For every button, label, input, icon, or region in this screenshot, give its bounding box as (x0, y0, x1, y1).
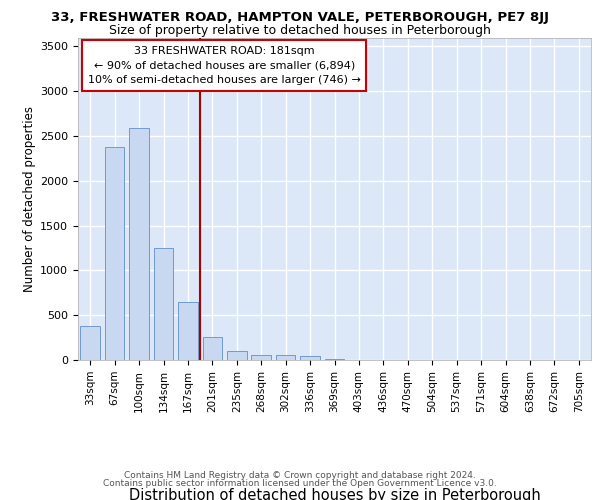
Bar (130, 128, 149, 360)
Bar (227, 351, 247, 360)
Bar (276, 355, 295, 360)
Bar (203, 336, 222, 360)
Text: Contains HM Land Registry data © Crown copyright and database right 2024.: Contains HM Land Registry data © Crown c… (124, 471, 476, 480)
Bar (325, 358, 344, 360)
Bar (178, 302, 198, 360)
Text: Size of property relative to detached houses in Peterborough: Size of property relative to detached ho… (109, 24, 491, 37)
Text: 33, FRESHWATER ROAD, HAMPTON VALE, PETERBOROUGH, PE7 8JJ: 33, FRESHWATER ROAD, HAMPTON VALE, PETER… (51, 12, 549, 24)
X-axis label: Distribution of detached houses by size in Peterborough: Distribution of detached houses by size … (128, 488, 541, 500)
Bar (80, 326, 100, 360)
Bar (105, 147, 124, 360)
Bar (154, 248, 173, 360)
Y-axis label: Number of detached properties: Number of detached properties (23, 106, 36, 292)
Bar (300, 356, 320, 360)
Text: 33 FRESHWATER ROAD: 181sqm
← 90% of detached houses are smaller (6,894)
10% of s: 33 FRESHWATER ROAD: 181sqm ← 90% of deta… (88, 46, 361, 85)
Text: Contains public sector information licensed under the Open Government Licence v3: Contains public sector information licen… (103, 479, 497, 488)
Bar (251, 354, 271, 360)
